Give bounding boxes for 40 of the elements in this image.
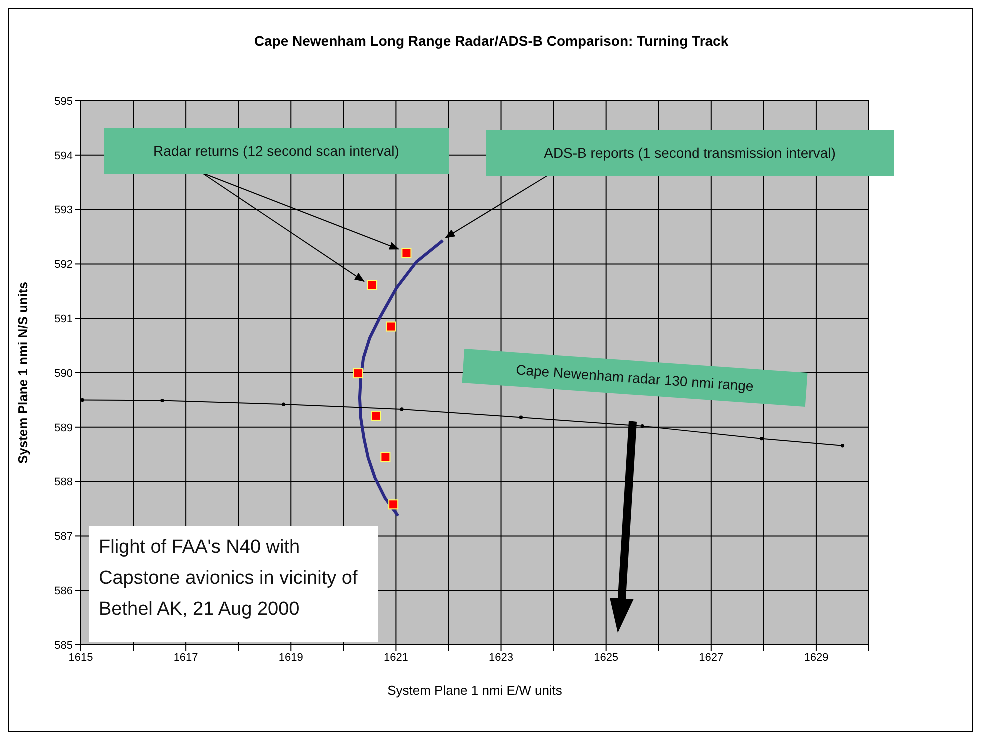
point (388, 500, 399, 510)
y-tick-label: 589 (54, 422, 73, 434)
point (371, 410, 382, 421)
callout-box: ADS-B reports (1 second transmission interval) (486, 130, 894, 176)
x-axis-title: System Plane 1 nmi E/W units (388, 683, 563, 698)
y-axis-title: System Plane 1 nmi N/S units (16, 282, 31, 464)
y-tick-label: 586 (54, 586, 73, 598)
y-tick-label: 591 (54, 314, 73, 326)
y-tick-label: 585 (54, 640, 73, 652)
y-tick-label: 593 (54, 204, 73, 217)
y-tick-label: 592 (54, 259, 73, 272)
x-tick-label: 1625 (594, 652, 619, 664)
point (367, 280, 378, 290)
point (840, 444, 845, 448)
callout-box: Radar returns (12 second scan interval) (104, 128, 449, 174)
x-tick-label: 1627 (699, 652, 724, 664)
point (760, 437, 764, 441)
y-tick-label: 594 (54, 150, 73, 162)
point (353, 368, 364, 379)
x-tick-label: 1623 (489, 652, 514, 664)
x-tick-label: 1615 (68, 652, 94, 664)
x-tick-label: 1617 (174, 652, 198, 664)
point (282, 402, 286, 406)
point (640, 424, 644, 428)
x-tick-label: 1621 (384, 652, 408, 664)
x-tick-label: 1629 (804, 652, 829, 664)
y-tick-label: 590 (54, 368, 73, 380)
point (160, 398, 164, 403)
callout-box: Flight of FAA's N40 with Capstone avionics in vicinity of Bethel AK, 21 Aug 2000 (89, 526, 378, 642)
point (400, 408, 404, 412)
y-tick-label: 587 (54, 531, 73, 544)
point (386, 322, 396, 332)
point (81, 398, 84, 402)
chart-title: Cape Newenham Long Range Radar/ADS-B Comparison: Turning Track (253, 33, 730, 49)
point (519, 416, 524, 420)
x-tick-label: 1619 (278, 652, 304, 664)
point (380, 452, 391, 462)
y-tick-label: 595 (54, 96, 73, 108)
y-tick-label: 588 (54, 476, 73, 489)
point (402, 248, 412, 258)
